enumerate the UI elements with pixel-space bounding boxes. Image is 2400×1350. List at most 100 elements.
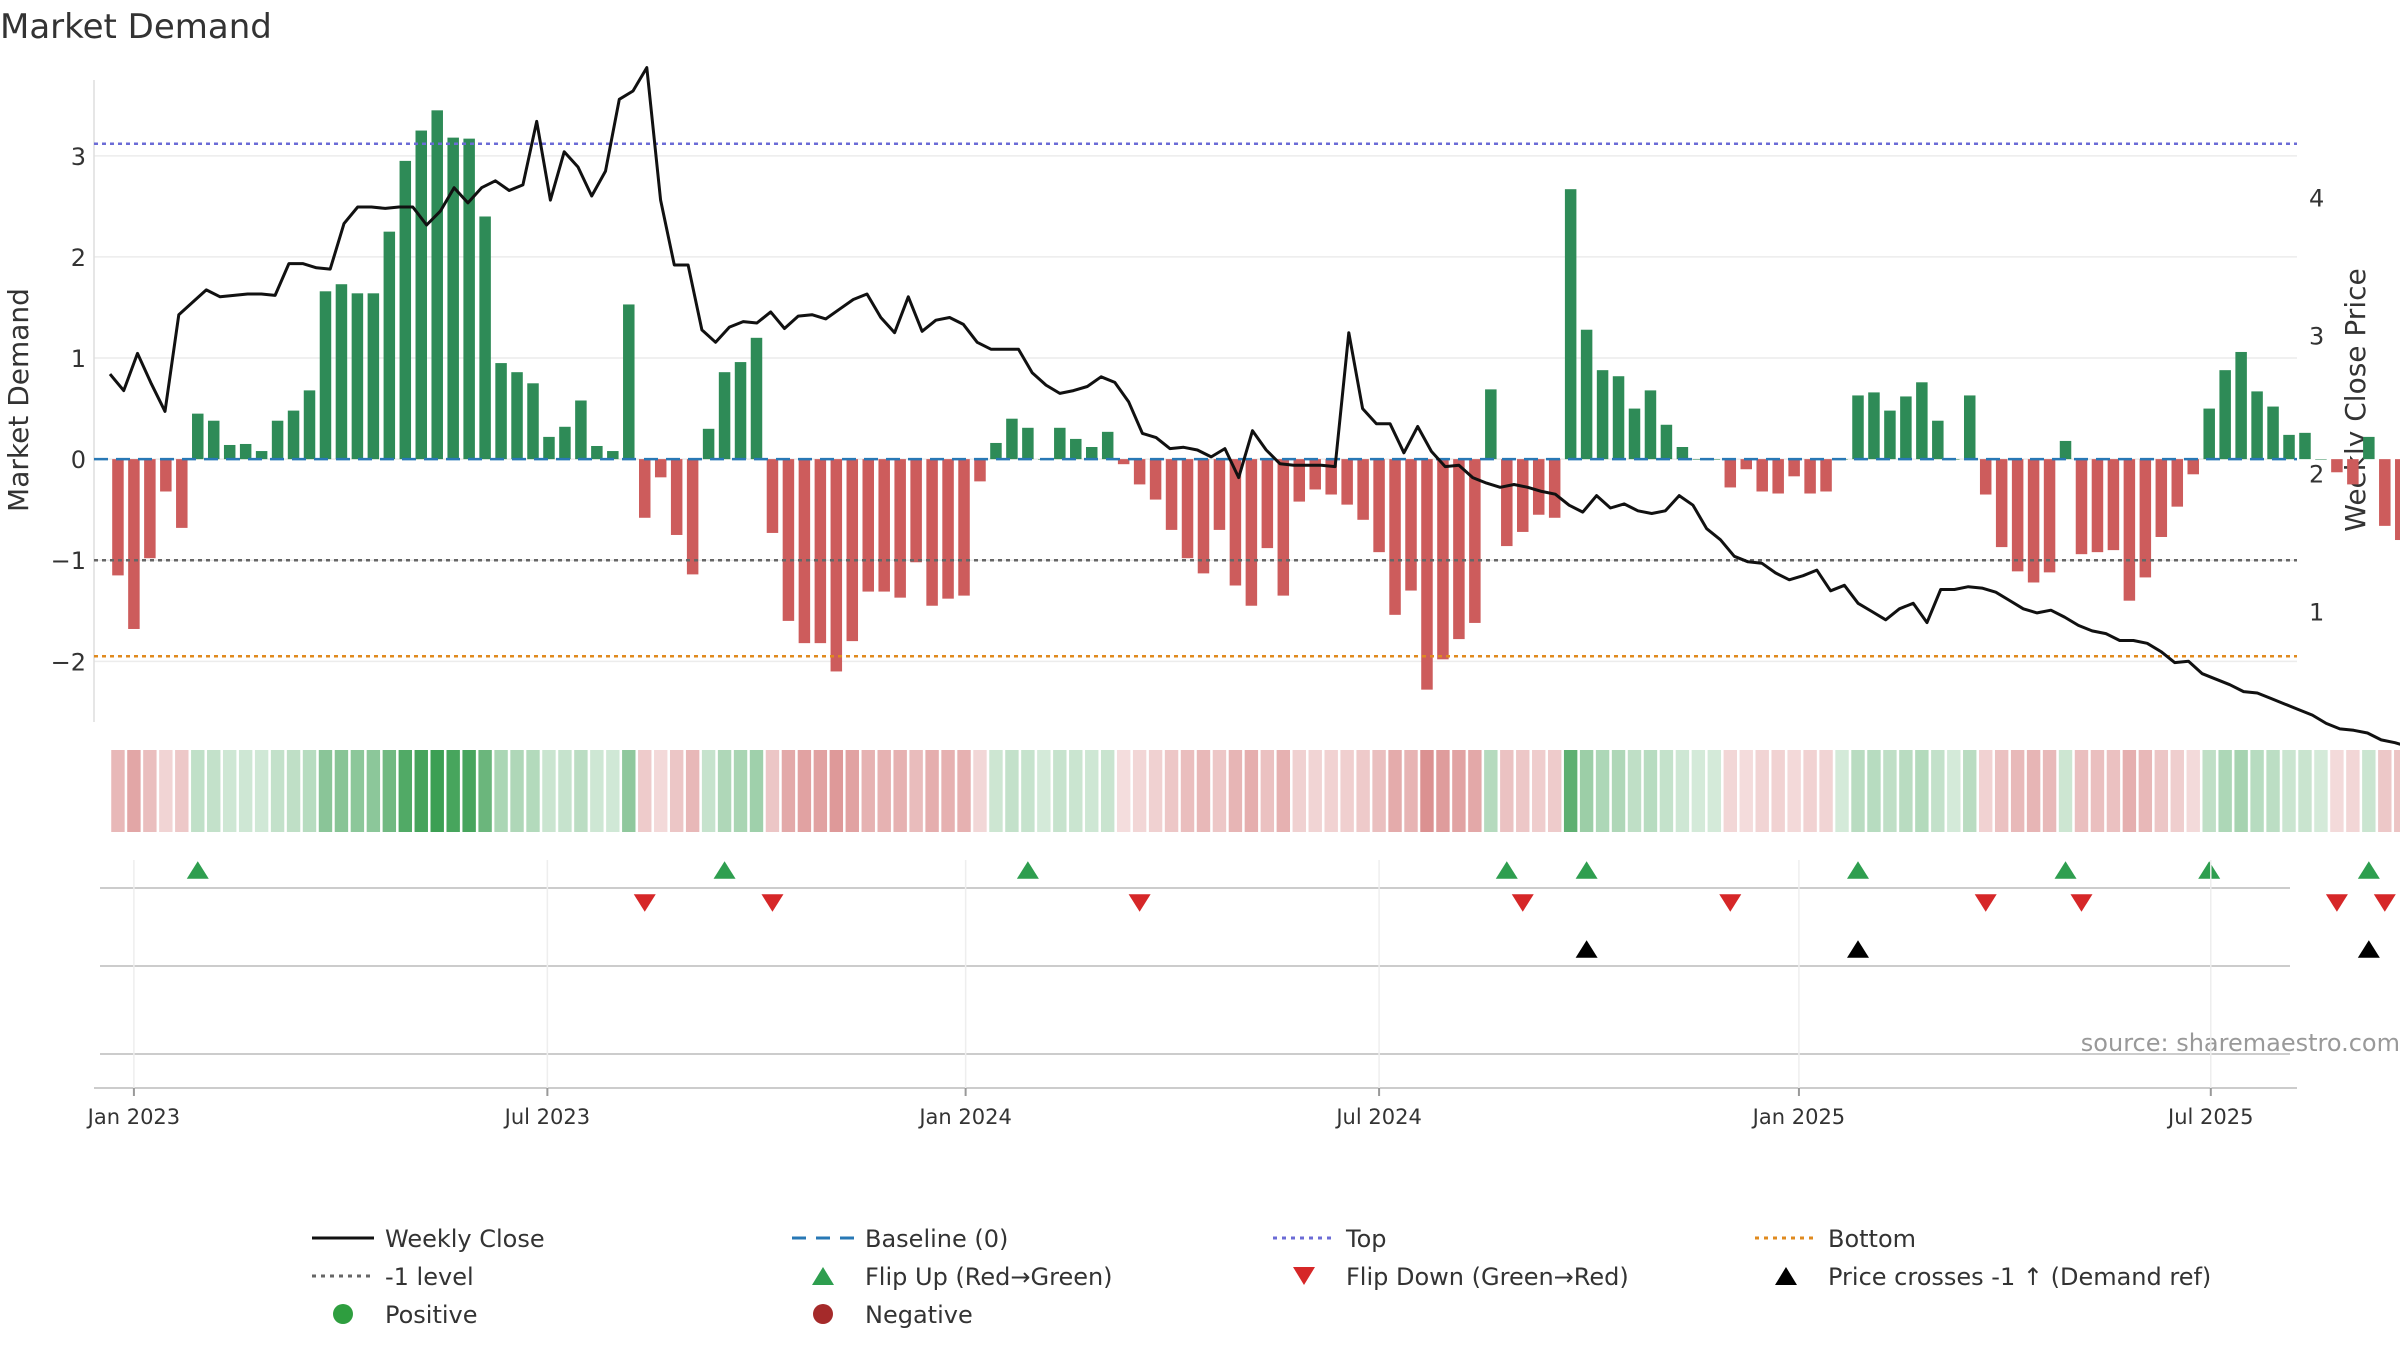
demand-bar — [1804, 459, 1816, 494]
heat-cell — [542, 750, 556, 832]
legend-item: Baseline (0) — [792, 1225, 1008, 1253]
demand-bar — [527, 383, 539, 460]
demand-bar — [766, 459, 779, 533]
demand-bar — [2235, 351, 2247, 460]
demand-bar — [1692, 459, 1705, 460]
demand-bar — [750, 337, 763, 460]
heat-cell — [1116, 750, 1131, 832]
heat-cell — [638, 750, 652, 832]
heat-cell — [526, 750, 540, 832]
heat-cell — [111, 750, 125, 832]
legend-label: Negative — [865, 1301, 973, 1329]
heat-cell — [845, 750, 859, 832]
demand-bar — [335, 284, 348, 460]
price-cross-marker — [1575, 940, 1598, 958]
legend-label: Weekly Close — [385, 1225, 545, 1253]
legend-item: Negative — [813, 1301, 973, 1329]
demand-bar — [2107, 459, 2120, 551]
heat-cell — [2362, 750, 2376, 832]
legend-swatch — [812, 1267, 834, 1285]
demand-bar — [2219, 370, 2231, 460]
demand-bar — [176, 459, 188, 528]
demand-bar — [639, 459, 651, 518]
legend-item: Flip Down (Green→Red) — [1293, 1263, 1629, 1291]
heat-cell — [1867, 750, 1881, 832]
demand-bar — [878, 459, 890, 592]
heat-cell — [143, 750, 157, 832]
demand-bar — [128, 459, 140, 629]
heat-cell — [2314, 750, 2328, 832]
demand-bar — [144, 459, 156, 559]
flip-up-marker — [186, 861, 209, 879]
y-tick-label: 2 — [71, 244, 86, 272]
heat-cell — [1180, 750, 1195, 832]
demand-bar — [1532, 459, 1545, 515]
legend-label: Top — [1345, 1225, 1387, 1253]
heat-cell — [1164, 750, 1179, 832]
heat-cell — [1994, 750, 2009, 832]
demand-bar — [1373, 459, 1385, 553]
heat-cell — [1627, 750, 1642, 832]
demand-bar — [1421, 459, 1433, 690]
demand-bar — [2395, 459, 2400, 541]
demand-bar — [207, 420, 220, 460]
heat-cell — [1468, 750, 1482, 832]
demand-bar — [910, 459, 922, 563]
y-tick-label: 0 — [71, 446, 86, 474]
heat-cell — [1963, 750, 1977, 832]
heat-cell — [254, 750, 269, 832]
flip-down-marker — [761, 894, 784, 912]
flip-down-marker — [2325, 894, 2348, 912]
heat-cell — [2122, 750, 2137, 832]
x-tick-label: Jan 2024 — [917, 1105, 1012, 1129]
legend-swatch — [1775, 1267, 1797, 1285]
demand-bar — [2187, 459, 2199, 475]
heat-cell — [717, 750, 732, 832]
legend-label: -1 level — [385, 1263, 474, 1291]
demand-bar — [894, 459, 906, 598]
demand-bar — [1756, 459, 1768, 492]
demand-bar — [2155, 459, 2168, 537]
demand-bar — [559, 426, 571, 460]
heat-cell — [1931, 750, 1945, 832]
heat-cell — [1883, 750, 1897, 832]
demand-bar — [1740, 459, 1752, 470]
demand-bar — [255, 451, 268, 460]
flip-down-marker — [1719, 894, 1742, 912]
heat-cell — [1707, 750, 1722, 832]
demand-bar — [1006, 418, 1018, 460]
chart-title: Market Demand — [0, 7, 272, 47]
flip-down-marker — [1511, 894, 1534, 912]
x-axis-ticks: Jan 2023 Jul 2023 Jan 2024 Jul 2024 Jan 2025… — [86, 860, 2297, 1129]
heat-cell — [1484, 750, 1498, 832]
heat-cell — [1085, 750, 1099, 832]
heat-cell — [574, 750, 588, 832]
heat-cell — [1595, 750, 1610, 832]
heat-cell — [1723, 750, 1737, 832]
demand-bar — [239, 443, 252, 460]
flip-up-marker — [1846, 861, 1869, 879]
demand-bar — [2123, 459, 2136, 601]
heat-cell — [510, 750, 524, 832]
heat-cell — [1643, 750, 1658, 832]
heat-cell — [701, 750, 716, 832]
heat-cell — [1915, 750, 1929, 832]
demand-bar — [2315, 459, 2327, 460]
flip-down-marker — [633, 894, 656, 912]
demand-bar — [2011, 459, 2024, 572]
demand-bar — [399, 160, 412, 460]
demand-bar — [607, 451, 619, 460]
demand-bar — [287, 410, 300, 460]
heat-cell — [1356, 750, 1370, 832]
heat-cell — [478, 750, 492, 832]
demand-bar — [351, 293, 364, 460]
heat-cell — [1404, 750, 1418, 832]
heat-cell — [191, 750, 205, 832]
heat-cell — [2010, 750, 2025, 832]
legend-label: Positive — [385, 1301, 478, 1329]
x-tick-label: Jan 2025 — [1751, 1105, 1846, 1129]
demand-bar — [1325, 459, 1337, 495]
heat-cell — [1532, 750, 1546, 832]
x-tick-label: Jul 2023 — [503, 1105, 590, 1129]
